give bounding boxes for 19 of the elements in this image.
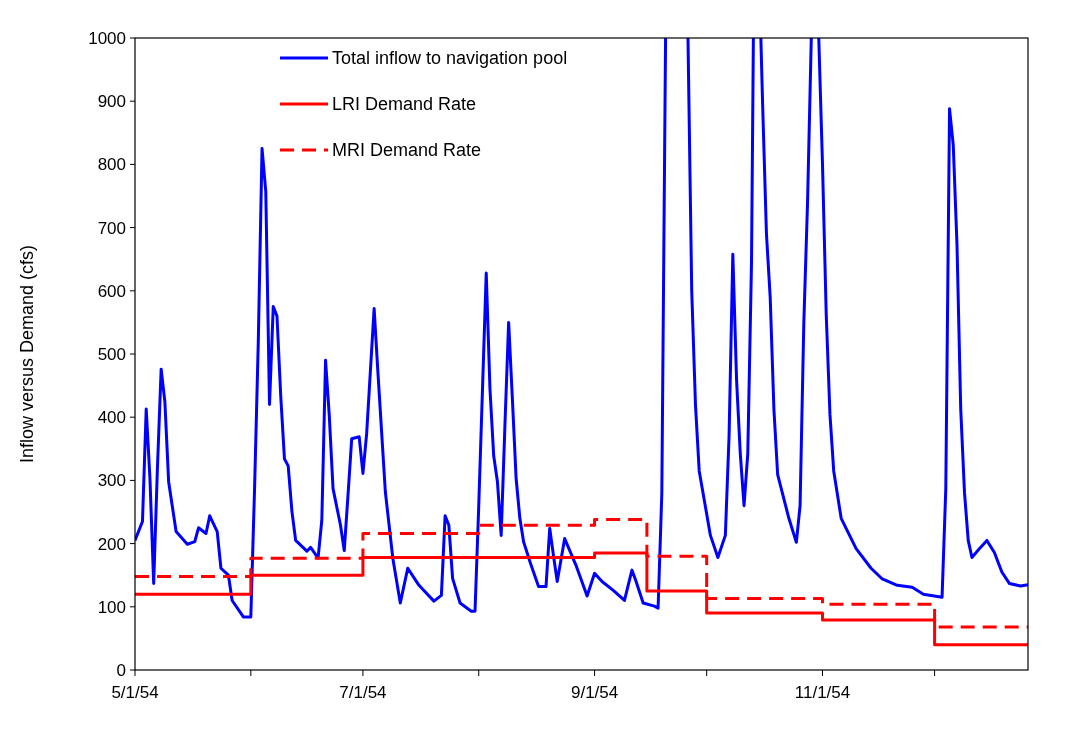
y-axis-title: Inflow versus Demand (cfs) bbox=[17, 244, 37, 464]
y-tick-label: 300 bbox=[97, 471, 126, 491]
x-tick-label: 9/1/54 bbox=[570, 683, 619, 702]
y-tick-label: 400 bbox=[97, 408, 126, 428]
legend-label: Total inflow to navigation pool bbox=[332, 48, 568, 69]
legend-label: LRI Demand Rate bbox=[332, 94, 477, 115]
x-tick-label: 11/1/54 bbox=[794, 683, 851, 702]
y-tick-label: 700 bbox=[97, 218, 126, 238]
y-tick-label: 200 bbox=[97, 534, 126, 554]
legend-label: MRI Demand Rate bbox=[332, 140, 482, 161]
y-tick-label: 900 bbox=[97, 92, 126, 112]
x-tick-label: 7/1/54 bbox=[339, 683, 387, 702]
y-tick-label: 500 bbox=[97, 344, 126, 364]
x-tick-label: 5/1/54 bbox=[111, 683, 159, 702]
y-tick-label: 800 bbox=[97, 155, 126, 175]
y-tick-label: 0 bbox=[116, 660, 126, 680]
y-tick-label: 100 bbox=[97, 597, 126, 617]
y-tick-label: 600 bbox=[97, 281, 126, 301]
y-tick-label: 1000 bbox=[88, 28, 126, 48]
